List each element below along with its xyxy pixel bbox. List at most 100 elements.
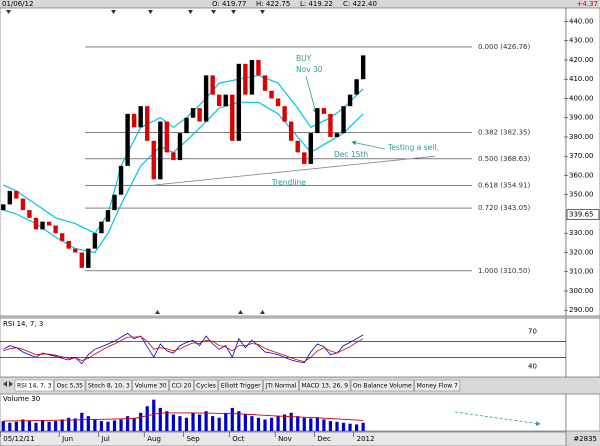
volume-bar xyxy=(73,418,77,431)
x-tick-label: Aug xyxy=(147,435,161,443)
candle xyxy=(171,152,176,161)
volume-bar xyxy=(60,419,64,431)
candle xyxy=(203,75,209,122)
candle xyxy=(282,106,287,122)
tab-label[interactable]: On Balance Volume xyxy=(353,383,412,390)
fib-label: 0.720 (343.05) xyxy=(478,204,530,212)
fib-label: 0.000 (426.76) xyxy=(478,43,530,51)
rsi-line xyxy=(3,336,364,363)
volume-bar xyxy=(191,412,195,431)
y-tick-label: 300.00 xyxy=(569,287,594,295)
y-tick-label: 320.00 xyxy=(569,248,594,256)
volume-bar xyxy=(335,421,339,431)
volume-bar xyxy=(54,421,58,431)
tab[interactable] xyxy=(350,379,414,392)
x-tick-label: Sep xyxy=(186,435,200,443)
tab[interactable] xyxy=(218,379,263,392)
volume-bar xyxy=(263,419,267,431)
tab-label[interactable]: JTI Normal xyxy=(265,383,297,390)
volume-bar xyxy=(27,421,32,431)
candle xyxy=(295,140,300,153)
candle xyxy=(210,75,215,95)
volume-bar xyxy=(112,420,117,431)
volume-bar xyxy=(80,412,84,431)
candle xyxy=(341,106,346,134)
candle xyxy=(112,194,117,211)
x-tick-label: Nov xyxy=(278,435,292,443)
fib-label: 0.618 (354.91) xyxy=(478,181,530,189)
candle xyxy=(92,233,98,249)
tab[interactable] xyxy=(14,379,54,392)
annotation-sell-date: Dec 15th xyxy=(334,150,368,159)
volume-panel xyxy=(0,393,567,432)
candle xyxy=(118,165,124,195)
candle xyxy=(158,121,163,180)
y-tick-label: 440.00 xyxy=(569,17,594,25)
fib-label: 1.000 (310.50) xyxy=(478,267,530,275)
panel-title: Volume 30 xyxy=(3,395,40,403)
tab-label[interactable]: Money Flow 7 xyxy=(417,383,458,390)
candle xyxy=(177,133,183,161)
tab-label[interactable]: MACD 13, 26, 9 xyxy=(301,383,348,390)
y-tick-label: 400.00 xyxy=(569,94,594,102)
volume-bar xyxy=(204,411,208,431)
tab[interactable] xyxy=(132,379,169,392)
volume-average xyxy=(3,412,364,422)
y-tick-label: 330.00 xyxy=(569,229,594,237)
band-line xyxy=(3,74,364,234)
volume-bar xyxy=(322,419,326,431)
candle xyxy=(347,94,353,107)
volume-bar xyxy=(341,422,346,431)
header-high: H: 422.75 xyxy=(256,0,290,8)
event-markers xyxy=(6,10,265,14)
tab[interactable] xyxy=(414,379,461,392)
candle xyxy=(151,140,156,180)
price-panel xyxy=(0,7,567,317)
tab-label[interactable]: Osc 5,35 xyxy=(57,383,84,390)
tab[interactable] xyxy=(194,379,219,392)
candle xyxy=(328,113,333,137)
candle xyxy=(138,106,143,128)
volume-bar xyxy=(315,417,319,431)
tab-label[interactable]: Volume 30 xyxy=(135,383,167,390)
fib-label: 0.382 (382.35) xyxy=(478,128,530,136)
x-tick-label: 2012 xyxy=(357,435,375,443)
candle xyxy=(40,221,45,230)
volume-bar xyxy=(152,399,156,431)
tab-label[interactable]: Cycles xyxy=(196,383,216,390)
candle xyxy=(190,108,196,118)
tab[interactable] xyxy=(169,379,194,392)
volume-bar xyxy=(67,417,71,431)
volume-bar xyxy=(93,419,97,431)
candle xyxy=(360,55,366,80)
tab-label[interactable]: CCI 20 xyxy=(172,383,192,390)
tab[interactable] xyxy=(263,379,299,392)
candle xyxy=(14,190,19,199)
price-axis xyxy=(565,7,600,317)
volume-bar xyxy=(14,421,18,431)
header-open: O: 419.77 xyxy=(212,0,246,8)
candle xyxy=(99,221,104,234)
candle xyxy=(131,113,137,128)
tab[interactable] xyxy=(85,379,132,392)
tab-scroll[interactable] xyxy=(3,381,13,387)
tab-label[interactable]: RSI 14, 7, 3 xyxy=(17,383,52,390)
candle xyxy=(269,90,274,99)
sell-arrow xyxy=(351,140,386,150)
bar-count: #2835 xyxy=(573,435,597,443)
candle xyxy=(27,210,32,218)
volume-bar xyxy=(309,418,313,431)
volume-bar xyxy=(119,419,123,431)
header-close: C: 422.40 xyxy=(343,0,377,8)
candle xyxy=(53,225,58,234)
tab[interactable] xyxy=(54,379,86,392)
candle xyxy=(184,117,189,134)
volume-bar xyxy=(302,417,306,431)
y-tick-label: 310.00 xyxy=(569,268,594,276)
candle xyxy=(249,59,255,95)
volume-bar xyxy=(106,421,110,431)
tab-label[interactable]: Elliott Trigger xyxy=(221,383,261,390)
tab-label[interactable]: Stoch 8, 10, 3 xyxy=(88,383,130,390)
tab[interactable] xyxy=(299,379,351,392)
y-tick-label: 410.00 xyxy=(569,75,594,83)
